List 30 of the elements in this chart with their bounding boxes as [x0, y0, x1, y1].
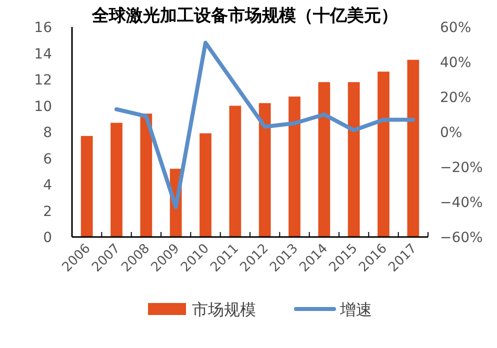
bar — [378, 72, 390, 237]
y-tick-label: 0 — [43, 230, 52, 246]
y2-tick-label: 60% — [440, 20, 472, 36]
y-tick-label: 6 — [43, 151, 52, 168]
y-tick-label: 16 — [34, 20, 52, 36]
bar — [348, 82, 360, 237]
bar — [229, 106, 242, 237]
y2-tick-label: −60% — [440, 230, 483, 246]
y-tick-label: 12 — [34, 72, 52, 88]
bar — [200, 133, 212, 237]
legend-label: 市场规模 — [192, 300, 256, 319]
bar — [288, 96, 300, 237]
bar — [80, 136, 93, 237]
bar — [110, 122, 122, 237]
y2-tick-label: 40% — [440, 55, 472, 71]
bar — [407, 60, 420, 237]
y2-tick-label: −20% — [440, 160, 483, 176]
y-tick-label: 14 — [34, 46, 52, 62]
y-tick-label: 2 — [43, 204, 52, 220]
legend-label: 增速 — [339, 300, 372, 319]
y2-tick-label: 0% — [440, 125, 462, 141]
y-tick-label: 8 — [43, 125, 52, 141]
bar — [140, 114, 152, 237]
chart-title: 全球激光加工设备市场规模（十亿美元） — [91, 6, 398, 26]
y-tick-label: 10 — [34, 98, 52, 115]
y2-tick-label: 20% — [440, 90, 472, 106]
y-tick-label: 4 — [43, 178, 52, 194]
bar — [318, 82, 330, 237]
bar — [258, 103, 271, 237]
y2-tick-label: −40% — [440, 195, 483, 211]
